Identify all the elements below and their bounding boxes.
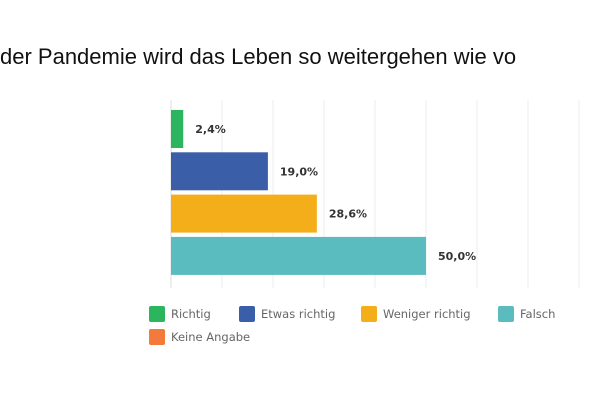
legend-label: Keine Angabe [171, 330, 250, 344]
bar-etwas-richtig [171, 152, 268, 191]
legend-label: Weniger richtig [383, 307, 471, 321]
data-label: 50,0% [438, 250, 476, 263]
legend-swatch [498, 306, 514, 322]
legend-label: Falsch [520, 307, 555, 321]
legend-swatch [149, 306, 165, 322]
legend-swatch [149, 329, 165, 345]
legend-swatch [361, 306, 377, 322]
data-label: 28,6% [329, 208, 367, 221]
bar-richtig [171, 110, 184, 148]
data-label: 2,4% [195, 123, 226, 136]
legend-label: Richtig [171, 307, 211, 321]
legend-label: Etwas richtig [261, 307, 335, 321]
bar-weniger-richtig [171, 194, 317, 233]
chart-title: der Pandemie wird das Leben so weitergeh… [0, 44, 517, 69]
bar-falsch [171, 236, 426, 275]
legend-swatch [239, 306, 255, 322]
data-label: 19,0% [280, 165, 318, 178]
